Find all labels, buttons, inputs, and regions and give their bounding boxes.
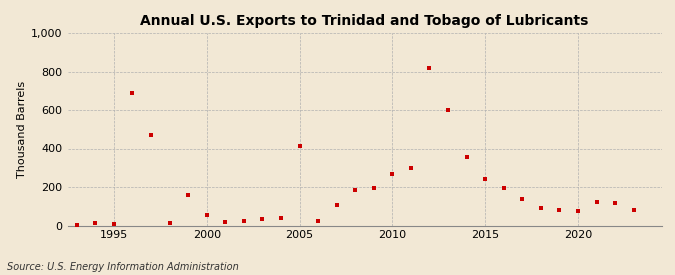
Point — [146, 133, 157, 137]
Point — [127, 90, 138, 95]
Point — [72, 222, 82, 227]
Point — [498, 186, 509, 190]
Point — [480, 177, 491, 182]
Text: Source: U.S. Energy Information Administration: Source: U.S. Energy Information Administ… — [7, 262, 238, 272]
Point — [257, 217, 268, 221]
Point — [275, 216, 286, 220]
Point — [535, 206, 546, 210]
Point — [572, 209, 583, 213]
Point — [90, 220, 101, 225]
Point — [591, 200, 602, 205]
Point — [369, 186, 379, 190]
Point — [201, 213, 212, 217]
Point — [406, 166, 416, 170]
Point — [628, 208, 639, 212]
Point — [164, 220, 175, 225]
Point — [461, 155, 472, 159]
Point — [610, 201, 620, 205]
Point — [313, 218, 323, 223]
Point — [183, 192, 194, 197]
Point — [109, 221, 119, 226]
Point — [220, 219, 231, 224]
Point — [331, 203, 342, 207]
Point — [554, 208, 565, 212]
Point — [443, 108, 454, 112]
Point — [517, 196, 528, 201]
Point — [238, 218, 249, 223]
Point — [294, 143, 305, 148]
Point — [350, 188, 360, 192]
Title: Annual U.S. Exports to Trinidad and Tobago of Lubricants: Annual U.S. Exports to Trinidad and Toba… — [140, 14, 589, 28]
Point — [387, 171, 398, 176]
Y-axis label: Thousand Barrels: Thousand Barrels — [17, 81, 27, 178]
Point — [424, 65, 435, 70]
